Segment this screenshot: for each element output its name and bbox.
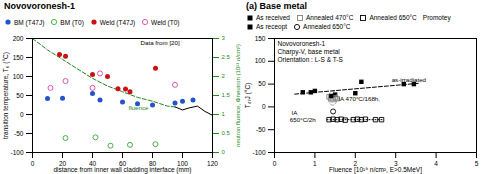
svg-text:100: 100 <box>13 73 24 80</box>
svg-text:100: 100 <box>177 160 188 168</box>
svg-text:3: 3 <box>393 160 398 168</box>
svg-text:50: 50 <box>16 92 24 99</box>
svg-text:transition temperature, T₀ (°C: transition temperature, T₀ (°C) <box>2 52 10 139</box>
svg-text:200: 200 <box>13 35 24 42</box>
svg-text:2: 2 <box>353 160 358 168</box>
svg-text:Fluence [10¹⁹ n/cm², E>0.5MeV]: Fluence [10¹⁹ n/cm², E>0.5MeV] <box>329 166 422 174</box>
svg-text:20: 20 <box>58 160 67 168</box>
svg-text:T₄₇J (°C): T₄₇J (°C) <box>244 83 252 109</box>
html-text:Novovoronesh-1: Novovoronesh-1 <box>4 1 75 11</box>
svg-text:IA: IA <box>291 109 298 117</box>
svg-text:-50: -50 <box>14 130 24 137</box>
svg-text:-100: -100 <box>10 149 23 156</box>
svg-text:0: 0 <box>273 160 277 167</box>
html-text:Promotey: Promotey <box>422 14 451 21</box>
svg-text:80: 80 <box>148 160 157 168</box>
html-text:Annealed 650°C: Annealed 650°C <box>369 14 417 21</box>
svg-text:3: 3 <box>222 35 226 41</box>
svg-text:50: 50 <box>258 80 266 87</box>
svg-text:1.5: 1.5 <box>222 92 231 98</box>
svg-text:0: 0 <box>222 149 226 155</box>
svg-text:40: 40 <box>88 160 97 168</box>
html-text:As received: As received <box>256 14 290 21</box>
svg-text:5: 5 <box>475 160 479 167</box>
html-text:Weld (T0): Weld (T0) <box>151 18 180 26</box>
svg-text:as-irradiated: as-irradiated <box>392 76 427 83</box>
html-text:As receopt: As receopt <box>256 23 288 30</box>
svg-text:2.5: 2.5 <box>222 54 231 60</box>
svg-text:0: 0 <box>262 103 266 110</box>
svg-text:0: 0 <box>20 111 24 118</box>
svg-text:2: 2 <box>222 73 226 79</box>
svg-text:60: 60 <box>118 160 127 168</box>
svg-text:100: 100 <box>255 57 266 64</box>
svg-text:Data from [20]: Data from [20] <box>141 39 180 46</box>
svg-text:0.5: 0.5 <box>222 130 231 136</box>
svg-text:-100: -100 <box>252 149 265 156</box>
svg-text:-50: -50 <box>256 126 266 133</box>
svg-text:Orientation : L-S & T-S: Orientation : L-S & T-S <box>278 56 344 63</box>
svg-text:1: 1 <box>222 111 226 117</box>
html-text:(a) Base metal: (a) Base metal <box>246 1 307 11</box>
svg-text:Novovoronesh-1: Novovoronesh-1 <box>278 40 326 47</box>
svg-text:150: 150 <box>13 54 24 61</box>
svg-text:IA 470°C/168h,: IA 470°C/168h, <box>338 95 380 102</box>
svg-text:distance from inner wall cladd: distance from inner wall cladding interf… <box>54 166 192 174</box>
svg-text:fluence: fluence <box>128 103 149 111</box>
svg-text:650°C/2h: 650°C/2h <box>290 116 316 123</box>
svg-text:Charpy-V, base metal: Charpy-V, base metal <box>278 48 341 56</box>
html-text:Annealed 650°C: Annealed 650°C <box>303 23 351 30</box>
html-text:BM (T0): BM (T0) <box>60 18 84 26</box>
svg-text:4: 4 <box>434 160 438 167</box>
svg-text:neutron fluence, Φneutron (10²: neutron fluence, Φneutron (10²¹ n/cm²) <box>235 44 241 147</box>
svg-text:150: 150 <box>255 35 266 42</box>
html-text:BM (T47J): BM (T47J) <box>14 18 45 26</box>
html-text:Weld (T47J): Weld (T47J) <box>99 18 136 26</box>
html-text:Annealed 470°C: Annealed 470°C <box>306 14 354 21</box>
svg-text:120: 120 <box>207 160 218 167</box>
svg-text:1: 1 <box>313 160 317 167</box>
svg-text:0: 0 <box>31 160 35 167</box>
